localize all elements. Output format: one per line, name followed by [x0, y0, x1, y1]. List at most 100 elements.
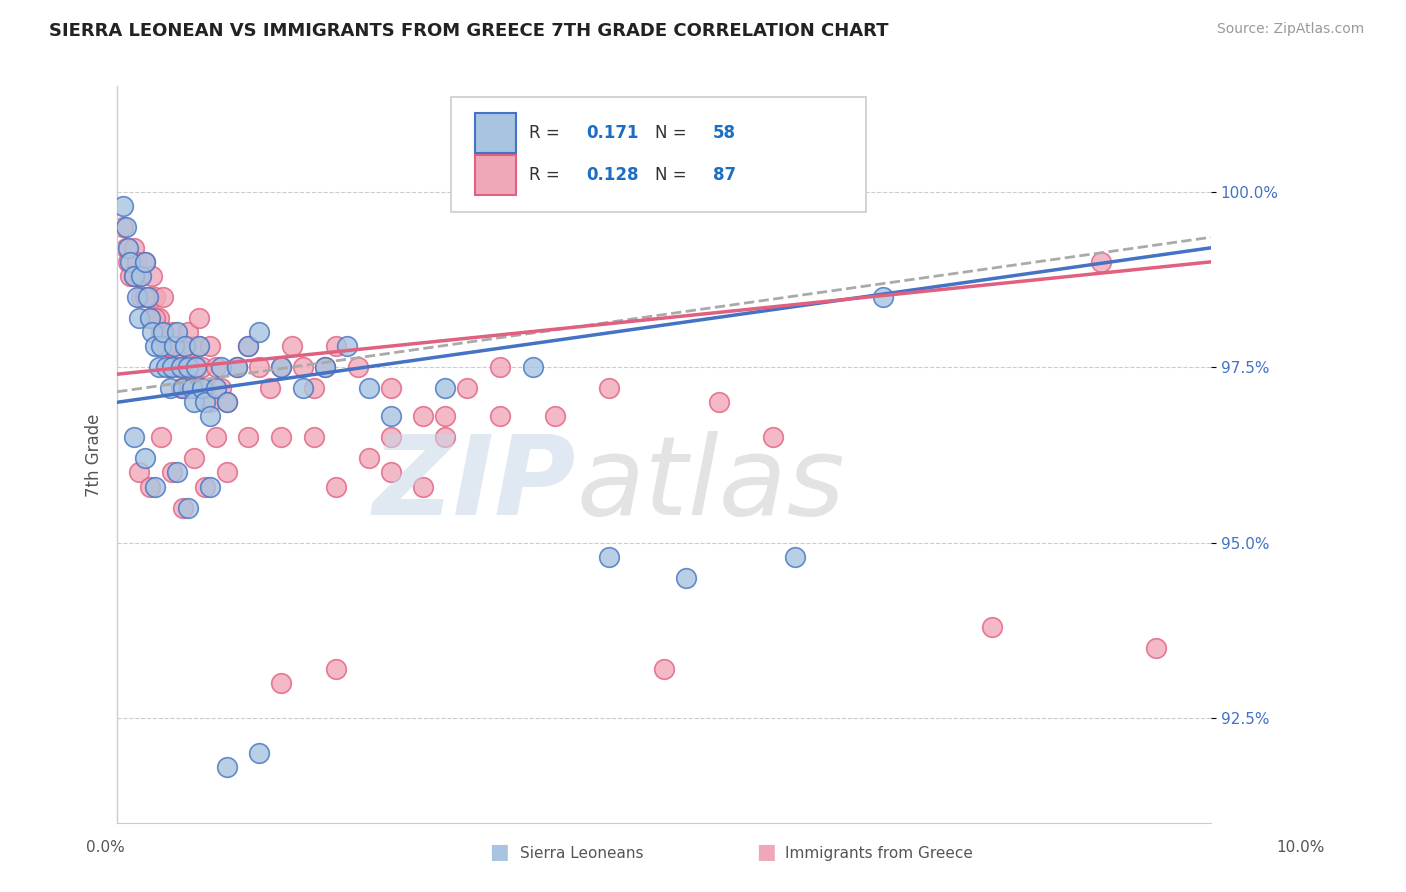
Point: [357, 451, 380, 466]
Point: [204, 360, 226, 375]
Point: [302, 430, 325, 444]
Point: [172, 339, 194, 353]
Point: [152, 325, 174, 339]
Point: [169, 360, 191, 375]
Point: [598, 381, 620, 395]
Point: [117, 241, 139, 255]
Point: [981, 620, 1004, 634]
Point: [139, 479, 162, 493]
Text: 0.128: 0.128: [586, 166, 638, 184]
Point: [434, 430, 457, 444]
Point: [163, 339, 186, 353]
FancyBboxPatch shape: [451, 97, 866, 211]
Point: [148, 360, 170, 375]
Text: R =: R =: [530, 124, 565, 142]
Point: [380, 466, 402, 480]
Point: [434, 409, 457, 424]
Point: [134, 290, 156, 304]
Point: [188, 339, 211, 353]
Point: [188, 311, 211, 326]
Text: N =: N =: [655, 166, 692, 184]
Point: [184, 381, 207, 395]
Point: [149, 430, 172, 444]
Point: [155, 360, 177, 375]
Text: 87: 87: [713, 166, 737, 184]
Point: [160, 325, 183, 339]
Point: [325, 479, 347, 493]
Point: [707, 395, 730, 409]
Point: [380, 409, 402, 424]
Text: ■: ■: [489, 842, 509, 862]
Point: [204, 430, 226, 444]
Point: [357, 381, 380, 395]
Point: [145, 311, 167, 326]
Point: [139, 311, 162, 326]
Point: [152, 290, 174, 304]
Point: [270, 360, 292, 375]
Point: [149, 325, 172, 339]
Point: [174, 339, 197, 353]
Text: Sierra Leoneans: Sierra Leoneans: [520, 847, 644, 861]
Point: [292, 360, 315, 375]
Point: [346, 360, 368, 375]
Text: Source: ZipAtlas.com: Source: ZipAtlas.com: [1216, 22, 1364, 37]
Point: [194, 479, 217, 493]
Point: [145, 290, 167, 304]
Point: [160, 360, 183, 375]
Point: [226, 360, 249, 375]
Point: [188, 339, 211, 353]
Point: [380, 381, 402, 395]
Point: [215, 466, 238, 480]
Point: [166, 360, 188, 375]
Point: [159, 381, 181, 395]
Point: [412, 409, 434, 424]
Point: [177, 500, 200, 515]
Point: [247, 360, 270, 375]
Point: [238, 430, 260, 444]
Point: [166, 466, 188, 480]
Point: [166, 325, 188, 339]
Point: [120, 255, 142, 269]
Point: [183, 395, 205, 409]
Text: 58: 58: [713, 124, 737, 142]
Point: [247, 746, 270, 760]
Point: [762, 430, 785, 444]
Point: [226, 360, 249, 375]
Point: [325, 339, 347, 353]
Point: [184, 360, 207, 375]
Point: [325, 662, 347, 676]
Point: [177, 360, 200, 375]
Text: ■: ■: [756, 842, 776, 862]
Point: [652, 662, 675, 676]
Point: [1144, 640, 1167, 655]
Point: [141, 268, 163, 283]
Point: [145, 339, 167, 353]
Point: [198, 395, 221, 409]
Point: [194, 395, 217, 409]
Text: ZIP: ZIP: [373, 431, 576, 538]
Point: [155, 339, 177, 353]
Point: [675, 571, 697, 585]
Point: [489, 360, 512, 375]
Point: [172, 381, 194, 395]
Text: Immigrants from Greece: Immigrants from Greece: [785, 847, 973, 861]
Point: [160, 466, 183, 480]
Point: [215, 395, 238, 409]
Point: [1090, 255, 1112, 269]
Point: [155, 339, 177, 353]
Text: R =: R =: [530, 166, 565, 184]
Point: [159, 360, 181, 375]
FancyBboxPatch shape: [475, 155, 516, 194]
Point: [209, 360, 232, 375]
Text: 10.0%: 10.0%: [1277, 840, 1324, 855]
Point: [129, 290, 152, 304]
Point: [215, 395, 238, 409]
Point: [302, 381, 325, 395]
Point: [872, 290, 894, 304]
Point: [111, 219, 134, 234]
Point: [134, 255, 156, 269]
Point: [134, 451, 156, 466]
Text: 0.0%: 0.0%: [86, 840, 125, 855]
Point: [238, 339, 260, 353]
Point: [380, 430, 402, 444]
